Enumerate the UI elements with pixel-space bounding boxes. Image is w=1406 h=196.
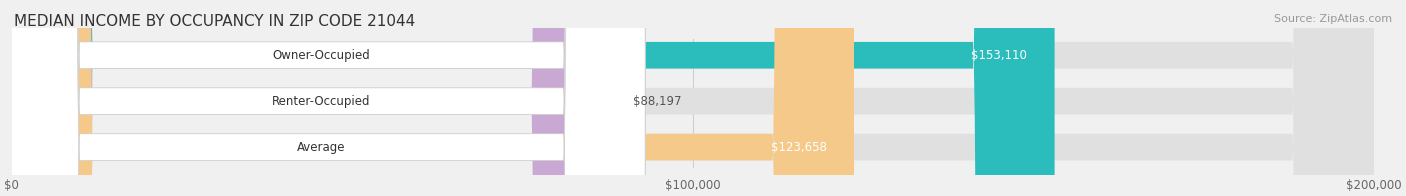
FancyBboxPatch shape [11, 0, 1374, 196]
FancyBboxPatch shape [0, 0, 645, 196]
FancyBboxPatch shape [11, 0, 1374, 196]
FancyBboxPatch shape [11, 0, 1374, 196]
Text: MEDIAN INCOME BY OCCUPANCY IN ZIP CODE 21044: MEDIAN INCOME BY OCCUPANCY IN ZIP CODE 2… [14, 14, 415, 29]
FancyBboxPatch shape [11, 0, 853, 196]
FancyBboxPatch shape [0, 0, 645, 196]
FancyBboxPatch shape [11, 0, 613, 196]
Text: Owner-Occupied: Owner-Occupied [273, 49, 370, 62]
FancyBboxPatch shape [11, 0, 1054, 196]
Text: Renter-Occupied: Renter-Occupied [273, 95, 371, 108]
Text: $123,658: $123,658 [770, 141, 827, 154]
Text: $153,110: $153,110 [972, 49, 1028, 62]
Text: $88,197: $88,197 [633, 95, 682, 108]
Text: Average: Average [297, 141, 346, 154]
FancyBboxPatch shape [0, 0, 645, 196]
Text: Source: ZipAtlas.com: Source: ZipAtlas.com [1274, 14, 1392, 24]
